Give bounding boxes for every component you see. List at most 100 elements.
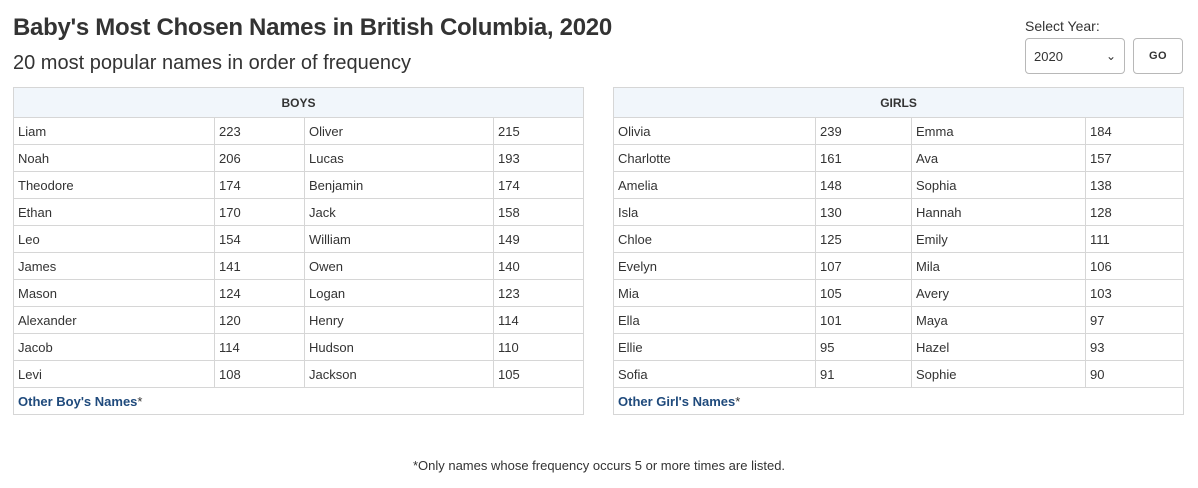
- boys-name-cell: Oliver: [304, 117, 494, 145]
- boys-name-cell: Jackson: [304, 360, 494, 388]
- boys-name-cell: Jacob: [13, 333, 215, 361]
- boys-count-cell: 174: [492, 171, 585, 199]
- girls-name-cell: Chloe: [613, 225, 816, 253]
- boys-name-cell: Theodore: [13, 171, 215, 199]
- girls-name-cell: Ellie: [613, 333, 816, 361]
- boys-name-cell: Levi: [13, 360, 215, 388]
- girls-count-cell: 148: [815, 171, 912, 199]
- boys-count-cell: 114: [214, 333, 305, 361]
- table-row: Liam 223 Oliver 215: [13, 117, 585, 145]
- table-row: Olivia 239 Emma 184: [613, 117, 1185, 145]
- boys-count-cell: 215: [492, 117, 585, 145]
- girls-name-cell: Isla: [613, 198, 816, 226]
- table-row: Ellie 95 Hazel 93: [613, 333, 1185, 361]
- table-row: Levi 108 Jackson 105: [13, 360, 585, 388]
- table-row: Leo 154 William 149: [13, 225, 585, 253]
- table-row: Evelyn 107 Mila 106: [613, 252, 1185, 280]
- table-row: Isla 130 Hannah 128: [613, 198, 1185, 226]
- girls-name-cell: Emma: [911, 117, 1086, 145]
- girls-name-cell: Mila: [911, 252, 1086, 280]
- girls-count-cell: 95: [815, 333, 912, 361]
- girls-count-cell: 101: [815, 306, 912, 334]
- boys-count-cell: 114: [492, 306, 585, 334]
- table-row: Theodore 174 Benjamin 174: [13, 171, 585, 199]
- girls-other-names-cell: Other Girl's Names*: [612, 387, 1185, 415]
- boys-count-cell: 105: [492, 360, 585, 388]
- boys-name-cell: Ethan: [13, 198, 215, 226]
- footnote: *Only names whose frequency occurs 5 or …: [412, 458, 786, 473]
- boys-count-cell: 123: [492, 279, 585, 307]
- other-girls-names-link[interactable]: Other Girl's Names: [618, 393, 736, 409]
- boys-table-heading: BOYS: [12, 87, 585, 118]
- girls-name-cell: Sofia: [613, 360, 816, 388]
- girls-table-heading: GIRLS: [612, 87, 1185, 118]
- table-row: Alexander 120 Henry 114: [13, 306, 585, 334]
- girls-count-cell: 97: [1084, 306, 1185, 334]
- boys-count-cell: 124: [214, 279, 305, 307]
- boys-count-cell: 193: [492, 144, 585, 172]
- page-subtitle: 20 most popular names in order of freque…: [13, 52, 411, 74]
- year-select-value: 2020: [1034, 48, 1063, 64]
- table-row: Chloe 125 Emily 111: [613, 225, 1185, 253]
- girls-count-cell: 157: [1084, 144, 1185, 172]
- table-row: Jacob 114 Hudson 110: [13, 333, 585, 361]
- girls-name-cell: Evelyn: [613, 252, 816, 280]
- table-row: Noah 206 Lucas 193: [13, 144, 585, 172]
- table-row: Sofia 91 Sophie 90: [613, 360, 1185, 388]
- other-girls-names-asterisk: *: [735, 393, 741, 409]
- table-row: James 141 Owen 140: [13, 252, 585, 280]
- year-select[interactable]: 2020 ⌄: [1025, 38, 1125, 74]
- girls-name-cell: Maya: [911, 306, 1086, 334]
- girls-count-cell: 103: [1084, 279, 1185, 307]
- girls-count-cell: 125: [815, 225, 912, 253]
- boys-name-cell: William: [304, 225, 494, 253]
- girls-name-cell: Hazel: [911, 333, 1086, 361]
- boys-name-cell: Noah: [13, 144, 215, 172]
- boys-name-cell: Liam: [13, 117, 215, 145]
- boys-other-names-cell: Other Boy's Names*: [12, 387, 585, 415]
- boys-count-cell: 110: [492, 333, 585, 361]
- other-boys-names-link[interactable]: Other Boy's Names: [18, 393, 138, 409]
- select-year-label: Select Year:: [1025, 18, 1100, 34]
- boys-name-cell: Owen: [304, 252, 494, 280]
- boys-count-cell: 120: [214, 306, 305, 334]
- girls-count-cell: 111: [1084, 225, 1185, 253]
- boys-count-cell: 206: [214, 144, 305, 172]
- boys-name-cell: Hudson: [304, 333, 494, 361]
- girls-count-cell: 90: [1084, 360, 1185, 388]
- girls-count-cell: 138: [1084, 171, 1185, 199]
- boys-count-cell: 141: [214, 252, 305, 280]
- girls-count-cell: 106: [1084, 252, 1185, 280]
- girls-name-cell: Emily: [911, 225, 1086, 253]
- girls-name-cell: Sophie: [911, 360, 1086, 388]
- girls-count-cell: 128: [1084, 198, 1185, 226]
- table-row: Ethan 170 Jack 158: [13, 198, 585, 226]
- boys-other-names-row: Other Boy's Names*: [12, 387, 585, 415]
- boys-count-cell: 170: [214, 198, 305, 226]
- table-row: Amelia 148 Sophia 138: [613, 171, 1185, 199]
- page-title: Baby's Most Chosen Names in British Colu…: [13, 14, 612, 41]
- go-button[interactable]: GO: [1133, 38, 1183, 74]
- boys-name-cell: Jack: [304, 198, 494, 226]
- boys-count-cell: 140: [492, 252, 585, 280]
- chevron-down-icon: ⌄: [1105, 49, 1116, 63]
- girls-name-cell: Hannah: [911, 198, 1086, 226]
- boys-name-cell: Mason: [13, 279, 215, 307]
- boys-name-cell: Logan: [304, 279, 494, 307]
- boys-count-cell: 223: [214, 117, 305, 145]
- boys-count-cell: 174: [214, 171, 305, 199]
- boys-names-table: BOYS Liam 223 Oliver 215 Noah 206 Lucas 193 Theo…: [12, 87, 585, 415]
- table-row: Mason 124 Logan 123: [13, 279, 585, 307]
- girls-count-cell: 239: [815, 117, 912, 145]
- boys-name-cell: Henry: [304, 306, 494, 334]
- boys-name-cell: Alexander: [13, 306, 215, 334]
- girls-count-cell: 184: [1084, 117, 1185, 145]
- girls-name-cell: Charlotte: [613, 144, 816, 172]
- girls-name-cell: Mia: [613, 279, 816, 307]
- other-boys-names-asterisk: *: [137, 393, 143, 409]
- girls-count-cell: 93: [1084, 333, 1185, 361]
- girls-count-cell: 107: [815, 252, 912, 280]
- girls-name-cell: Avery: [911, 279, 1086, 307]
- girls-table-body: Olivia 239 Emma 184 Charlotte 161 Ava 157 Amelia…: [613, 117, 1185, 388]
- boys-count-cell: 108: [214, 360, 305, 388]
